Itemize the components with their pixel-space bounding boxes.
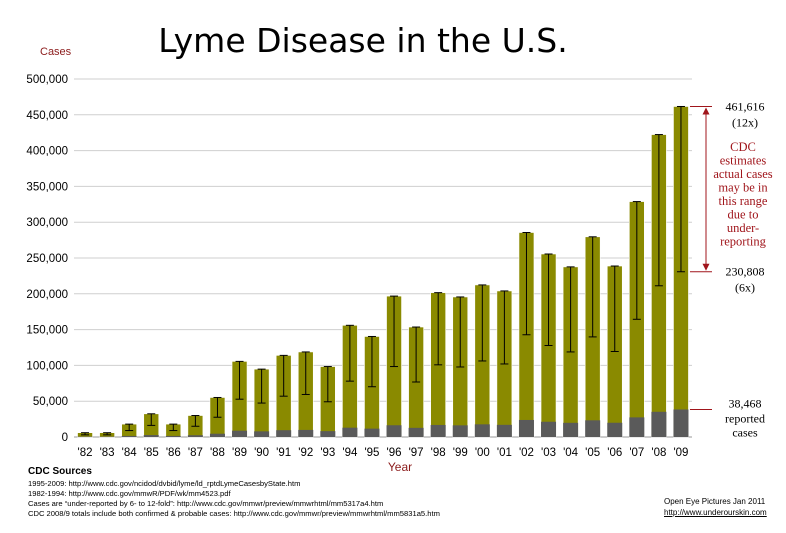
reported-bar	[430, 424, 446, 437]
y-tick-label: 200,000	[26, 289, 68, 301]
low-value-label: 38,468	[729, 396, 762, 410]
reported-bar	[651, 411, 667, 437]
cases-label: cases	[732, 425, 758, 439]
reported-bar	[408, 427, 424, 437]
y-tick-label: 150,000	[26, 325, 68, 337]
reported-bar	[298, 429, 314, 437]
reported-bar	[165, 435, 181, 437]
cdc-estimate-note: estimates	[720, 154, 767, 168]
bars	[77, 105, 689, 438]
x-tick-label: '97	[409, 447, 424, 459]
x-tick-label: '01	[497, 447, 512, 459]
reported-bar	[143, 435, 159, 437]
x-tick-label: '96	[387, 447, 402, 459]
reported-bar	[276, 430, 292, 437]
credit-link[interactable]: http://www.underourskin.com	[664, 508, 767, 517]
x-tick-label: '90	[254, 447, 269, 459]
x-tick-label: '88	[210, 447, 225, 459]
y-tick-label: 400,000	[26, 146, 68, 158]
reported-bar	[474, 424, 490, 437]
x-tick-label: '03	[541, 447, 556, 459]
sources-heading: CDC Sources	[28, 466, 92, 477]
cdc-estimate-note: reporting	[720, 235, 767, 249]
y-tick-label: 500,000	[26, 74, 68, 86]
reported-bar	[209, 433, 225, 437]
annotations: 461,616 (12x) 230,808 (6x) 38,468reportedcas…	[689, 99, 773, 439]
reported-bar	[673, 409, 689, 437]
x-tick-label: '99	[453, 447, 468, 459]
chart-title: Lyme Disease in the U.S.	[158, 21, 567, 60]
source-line-4: CDC 2008/9 totals include both confirmed…	[28, 509, 440, 518]
reported-bar	[496, 424, 512, 437]
reported-bar	[607, 422, 623, 437]
x-tick-label: '92	[298, 447, 313, 459]
x-tick-label: '05	[585, 447, 600, 459]
y-tick-label: 450,000	[26, 110, 68, 122]
x-tick-label: '00	[475, 447, 490, 459]
cdc-estimate-note: actual cases	[713, 167, 772, 181]
x-tick-label: '91	[276, 447, 291, 459]
reported-bar	[629, 417, 645, 437]
source-line-1: 1995-2009: http://www.cdc.gov/ncidod/dvb…	[28, 479, 301, 488]
y-axis-label: Cases	[40, 46, 72, 58]
source-line-3: Cases are “under-reported by 6- to 12-fo…	[28, 499, 384, 508]
mid-multiplier-label: (6x)	[735, 281, 755, 295]
x-tick-label: '82	[78, 447, 93, 459]
x-tick-label: '85	[144, 447, 159, 459]
x-tick-label: '95	[364, 447, 379, 459]
reported-bar	[187, 435, 203, 437]
reported-bar	[121, 435, 137, 437]
x-tick-label: '89	[232, 447, 247, 459]
x-tick-label: '98	[431, 447, 446, 459]
x-tick-label: '06	[607, 447, 622, 459]
reported-bar	[254, 431, 270, 437]
cdc-estimate-note: CDC	[730, 140, 756, 154]
reported-bar	[342, 427, 358, 437]
x-tick-label: '02	[519, 447, 534, 459]
reported-bar	[452, 425, 468, 437]
arrow-head-up	[702, 107, 710, 115]
reported-label: reported	[725, 411, 765, 425]
reported-bar	[232, 430, 248, 437]
top-value-label: 461,616	[726, 99, 765, 113]
reported-bar	[518, 419, 534, 437]
y-tick-label: 250,000	[26, 253, 68, 265]
cdc-estimate-note: may be in	[718, 181, 768, 195]
x-tick-label: '84	[122, 447, 138, 459]
x-tick-label: '83	[100, 447, 115, 459]
x-tick-label: '93	[320, 447, 335, 459]
y-tick-label: 100,000	[26, 360, 68, 372]
y-tick-label: 350,000	[26, 181, 68, 193]
cdc-estimate-note: due to	[728, 208, 759, 222]
x-tick-label: '87	[188, 447, 203, 459]
reported-bar	[320, 431, 336, 437]
x-tick-label: '04	[563, 447, 579, 459]
arrow-head-down	[702, 263, 710, 271]
x-tick-labels: '82 '83 '84 '85 '86 '87 '88 '89 '90 '91 '92 '93 '94 '…	[78, 447, 689, 459]
credit-line-1: Open Eye Pictures Jan 2011	[664, 497, 766, 506]
y-tick-label: 50,000	[33, 396, 68, 408]
mid-value-label: 230,808	[726, 265, 765, 279]
reported-bar	[541, 421, 557, 437]
x-tick-label: '09	[673, 447, 688, 459]
cdc-estimate-note: this range	[719, 194, 768, 208]
x-tick-label: '94	[342, 447, 358, 459]
cdc-estimate-note: under-	[727, 221, 759, 235]
reported-bar	[364, 428, 380, 437]
y-tick-label: 0	[62, 432, 68, 444]
x-tick-label: '07	[629, 447, 644, 459]
source-line-2: 1982-1994: http://www.cdc.gov/mmwR/PDF/w…	[28, 489, 231, 498]
reported-bar	[386, 425, 402, 437]
x-axis-label: Year	[388, 460, 412, 474]
x-tick-label: '86	[166, 447, 181, 459]
reported-bar	[563, 422, 579, 437]
reported-bar	[585, 420, 601, 437]
y-tick-labels: 0 50,000 100,000 150,000 200,000 250,000 300,0…	[26, 74, 68, 444]
x-tick-label: '08	[651, 447, 666, 459]
top-multiplier-label: (12x)	[732, 115, 758, 129]
y-tick-label: 300,000	[26, 217, 68, 229]
